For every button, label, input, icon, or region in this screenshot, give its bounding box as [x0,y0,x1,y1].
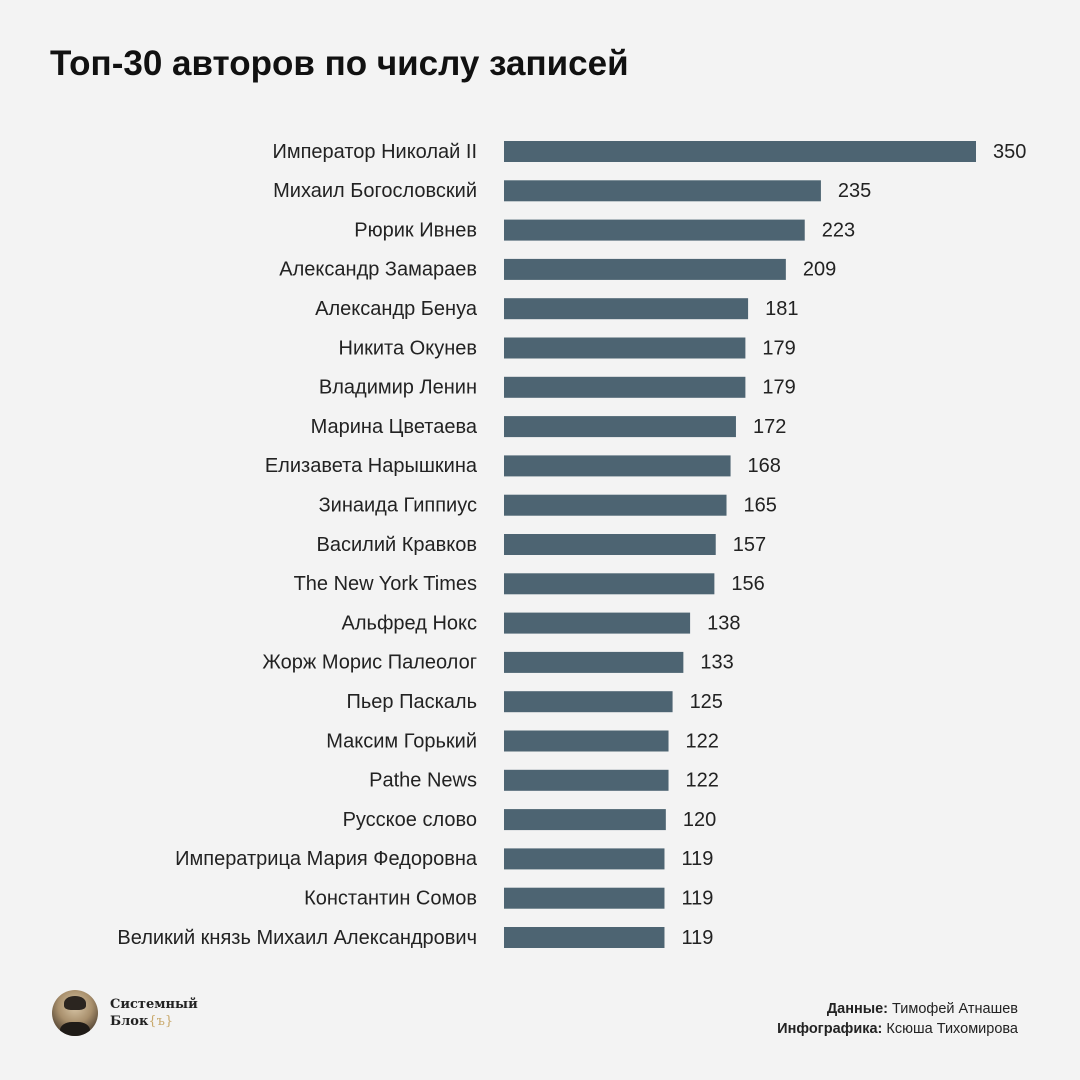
credits-data-line: Данные: Тимофей Атнашев [777,999,1018,1019]
category-label: Максим Горький [326,730,477,752]
category-label: Михаил Богословский [273,180,477,202]
value-label: 209 [803,259,836,281]
bar [504,927,665,948]
bar [504,534,716,555]
category-label: The New York Times [294,573,477,595]
value-label: 181 [765,298,798,320]
value-label: 125 [690,691,723,713]
logo-line2-word: Блок [110,1014,149,1029]
value-label: 119 [681,887,713,909]
category-label: Александр Бенуа [315,298,478,320]
value-label: 120 [683,809,716,831]
logo-text: Системный Блок{ъ} [110,996,198,1030]
bar [504,219,805,241]
bar [504,376,746,398]
value-label: 172 [753,416,786,438]
category-label: Елизавета Нарышкина [265,455,478,477]
bar [504,651,684,673]
bar [504,455,731,477]
logo: Системный Блок{ъ} [52,990,198,1036]
category-label: Pathe News [369,770,477,792]
value-label: 350 [993,141,1026,163]
value-label: 179 [762,337,795,359]
logo-line1: Системный [110,997,198,1012]
bar [504,809,666,831]
value-label: 122 [686,730,719,752]
value-label: 156 [731,573,764,595]
bar [504,691,673,713]
category-label: Константин Сомов [304,887,477,909]
credits-infographic-name: Ксюша Тихомирова [886,1021,1018,1037]
chart-title: Топ-30 авторов по числу записей [50,44,629,83]
credits-data-label: Данные: [826,1001,889,1017]
bar [504,298,749,320]
bar [504,180,821,202]
category-label: Альфред Нокс [342,612,477,634]
credits: Данные: Тимофей Атнашев Инфографика: Ксю… [777,999,1018,1039]
category-label: Пьер Паскаль [347,691,478,713]
value-label: 133 [700,652,733,674]
value-label: 157 [733,534,766,556]
category-label: Василий Кравков [317,534,477,556]
category-label: Владимир Ленин [319,377,477,399]
category-label: Зинаида Гиппиус [319,494,477,516]
value-label: 122 [686,770,719,792]
category-label: Александр Замараев [279,259,477,281]
category-label: Император Николай II [272,141,477,163]
value-label: 165 [744,494,777,516]
category-label: Рюрик Ивнев [354,219,477,241]
bar [504,612,691,634]
value-label: 223 [822,219,855,241]
logo-portrait-avatar [52,990,98,1036]
bar [504,730,669,752]
category-label: Жорж Морис Палеолог [262,652,477,674]
value-label: 168 [748,455,781,477]
value-label: 119 [681,927,713,949]
value-label: 138 [707,612,740,634]
logo-brace: {ъ} [148,1014,174,1029]
value-label: 179 [762,377,795,399]
bar [504,258,786,280]
credits-infographic-label: Инфографика: [777,1021,883,1037]
category-label: Русское слово [343,809,477,831]
value-label: 119 [681,848,713,870]
bar [504,848,665,870]
logo-line2: Блок{ъ} [110,1013,198,1030]
bar [504,769,669,791]
bar [504,416,736,438]
category-label: Марина Цветаева [311,416,478,438]
bar [504,141,976,162]
category-label: Великий князь Михаил Александрович [117,927,477,949]
bar [504,573,715,595]
credits-infographic-line: Инфографика: Ксюша Тихомирова [777,1019,1018,1039]
bar [504,887,665,909]
value-label: 235 [838,180,871,202]
category-label: Императрица Мария Федоровна [175,848,478,870]
bar [504,494,727,516]
category-label: Никита Окунев [339,337,477,359]
credits-data-name: Тимофей Атнашев [892,1001,1018,1017]
bar [504,337,746,359]
